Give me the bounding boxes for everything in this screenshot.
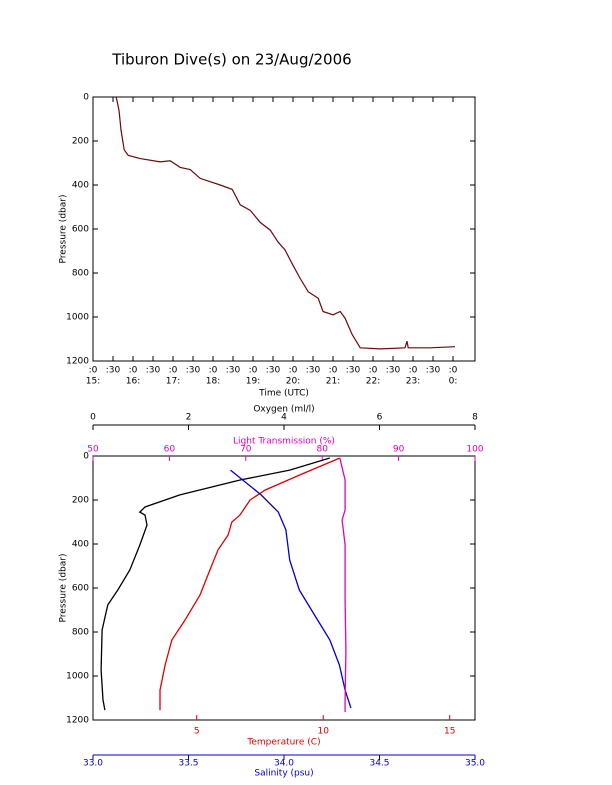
x-axis-label: Temperature (C)	[246, 738, 320, 748]
x-tick-label: 8	[472, 413, 478, 423]
x-hour-label: 20:	[286, 377, 300, 387]
x-tick-label: :0	[409, 366, 418, 376]
x-tick-label: :0	[249, 366, 258, 376]
y-tick-label: 1200	[66, 716, 89, 726]
x-hour-label: 19:	[246, 377, 260, 387]
x-tick-label: :0	[449, 366, 458, 376]
y-tick-label: 400	[72, 181, 89, 191]
x-hour-label: 23:	[406, 377, 420, 387]
profile-line	[230, 469, 352, 709]
y-tick-label: 600	[72, 584, 89, 594]
y-tick-label: 400	[72, 540, 89, 550]
x-tick-label: 34.0	[274, 759, 294, 769]
x-tick-label: :0	[329, 366, 338, 376]
x-axis-label: Salinity (psu)	[254, 769, 313, 779]
profile-line	[159, 457, 341, 711]
x-tick-label: :0	[169, 366, 178, 376]
x-tick-label: :0	[89, 366, 98, 376]
y-tick-label: 600	[72, 225, 89, 235]
x-tick-label: 6	[377, 413, 383, 423]
x-tick-label: 70	[240, 445, 252, 455]
y-tick-label: 200	[72, 137, 89, 147]
plot-frame	[92, 455, 476, 721]
x-tick-label: :30	[306, 366, 321, 376]
x-tick-label: 35.0	[465, 759, 485, 769]
chart-title: Tiburon Dive(s) on 23/Aug/2006	[111, 51, 351, 69]
x-hour-label: 21:	[326, 377, 340, 387]
x-tick-label: :30	[226, 366, 241, 376]
x-tick-label: :30	[146, 366, 161, 376]
x-tick-label: 0	[90, 413, 96, 423]
x-tick-label: 50	[87, 445, 99, 455]
y-axis-label: Pressure (dbar)	[59, 554, 69, 623]
y-tick-label: 800	[72, 269, 89, 279]
x-tick-label: 100	[466, 445, 483, 455]
profile-line	[339, 457, 347, 713]
x-tick-label: 15	[444, 727, 455, 737]
x-tick-label: :0	[209, 366, 218, 376]
x-tick-label: :30	[426, 366, 441, 376]
x-tick-label: :30	[386, 366, 401, 376]
y-tick-label: 0	[83, 93, 89, 103]
y-axis-label: Pressure (dbar)	[59, 195, 69, 264]
x-tick-label: :30	[266, 366, 281, 376]
y-tick-label: 1000	[66, 672, 89, 682]
x-axis-label: Light Transmission (%)	[233, 437, 335, 447]
profile-line	[100, 457, 330, 711]
x-hour-label: 17:	[166, 377, 180, 387]
x-tick-label: :30	[186, 366, 201, 376]
y-tick-label: 1000	[66, 313, 89, 323]
x-tick-label: :0	[369, 366, 378, 376]
x-hour-label: 0:	[449, 377, 458, 387]
x-tick-label: :30	[106, 366, 121, 376]
plot-frame	[92, 96, 476, 362]
x-hour-label: 16:	[126, 377, 140, 387]
x-hour-label: 18:	[206, 377, 220, 387]
x-tick-label: 90	[393, 445, 405, 455]
x-tick-label: 80	[316, 445, 328, 455]
x-tick-label: 33.5	[178, 759, 198, 769]
y-tick-label: 800	[72, 628, 89, 638]
x-tick-label: :0	[289, 366, 298, 376]
x-tick-label: 33.0	[83, 759, 103, 769]
x-tick-label: 34.5	[369, 759, 389, 769]
x-tick-label: :30	[346, 366, 361, 376]
y-tick-label: 0	[83, 452, 89, 462]
x-tick-label: 10	[317, 727, 329, 737]
y-tick-label: 200	[72, 496, 89, 506]
y-tick-label: 1200	[66, 357, 89, 367]
x-tick-label: 5	[194, 727, 200, 737]
x-axis-label: Time (UTC)	[258, 389, 309, 399]
x-hour-label: 22:	[366, 377, 380, 387]
x-tick-label: 60	[164, 445, 176, 455]
x-tick-label: :0	[129, 366, 138, 376]
x-axis-label: Oxygen (ml/l)	[253, 405, 314, 415]
pressure-line	[115, 96, 456, 350]
x-tick-label: 2	[186, 413, 192, 423]
x-hour-label: 15:	[86, 377, 100, 387]
x-tick-label: 4	[281, 413, 287, 423]
